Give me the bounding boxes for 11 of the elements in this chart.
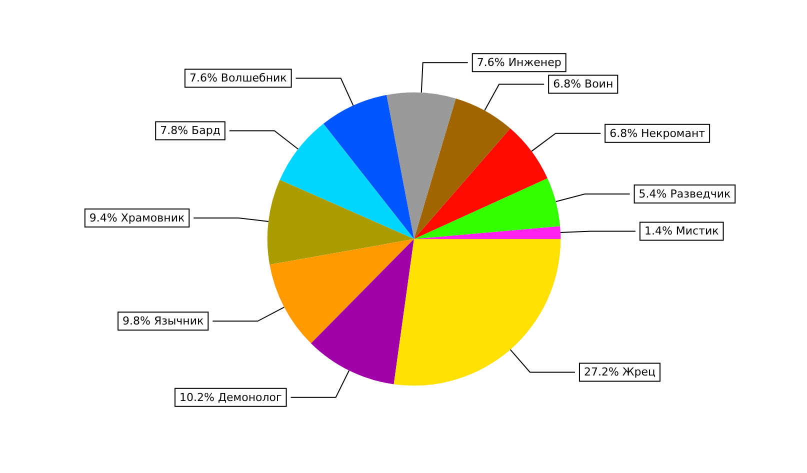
slice-label: 27.2% Жрец xyxy=(584,366,656,379)
slice-label: 9.8% Язычник xyxy=(122,314,204,328)
slice-label: 6.8% Некромант xyxy=(610,126,706,140)
slice-label: 6.8% Воин xyxy=(553,78,614,91)
slice-label: 7.8% Бард xyxy=(160,124,221,138)
slice-label: 7.6% Инженер xyxy=(476,56,562,70)
slice-label: 5.4% Разведчик xyxy=(638,188,731,200)
slice-label: 9.4% Храмовник xyxy=(89,211,185,224)
slice-label: 7.6% Волшебник xyxy=(189,72,288,85)
slice-label: 10.2% Демонолог xyxy=(180,390,282,404)
slice-label: 1.4% Мистик xyxy=(644,224,720,238)
